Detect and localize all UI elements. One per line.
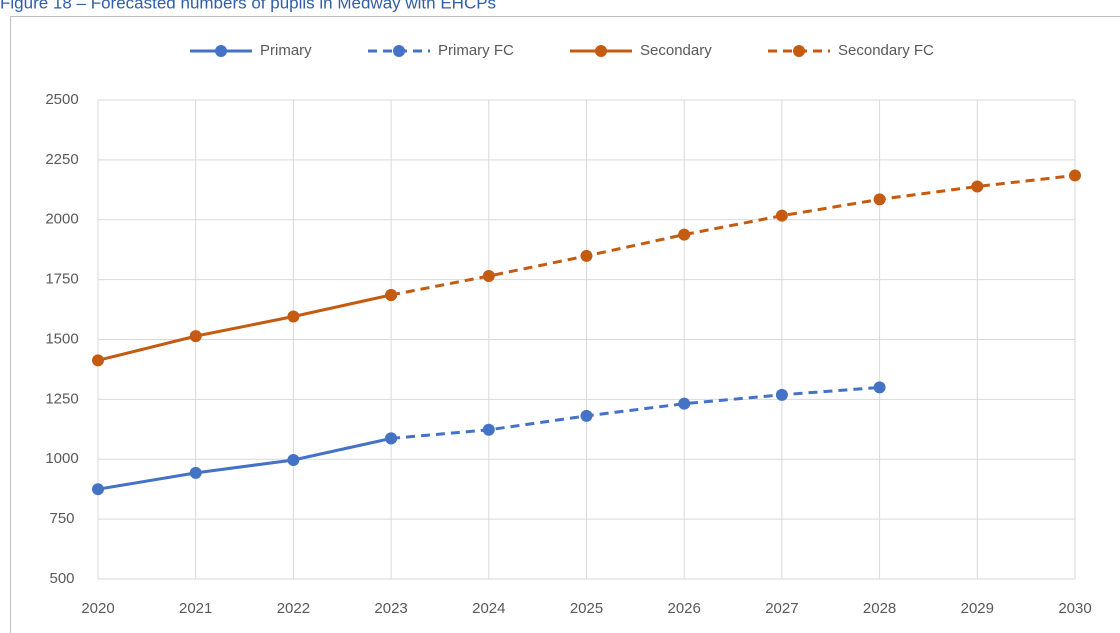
x-tick-label: 2021 — [179, 600, 212, 617]
data-point — [1069, 169, 1081, 182]
legend-label: Secondary — [640, 42, 712, 59]
series-line — [390, 385, 880, 440]
data-point — [287, 453, 300, 466]
x-tick-label: 2029 — [961, 600, 994, 617]
data-point — [580, 409, 593, 422]
legend-marker — [793, 45, 805, 57]
x-tick-label: 2020 — [81, 600, 114, 617]
x-tick-label: 2030 — [1058, 600, 1091, 617]
y-tick-label: 750 — [49, 510, 74, 527]
series-line — [97, 436, 392, 491]
data-point — [775, 388, 788, 401]
data-point — [385, 288, 398, 301]
legend-label: Secondary FC — [838, 42, 934, 59]
x-tick-label: 2023 — [374, 600, 407, 617]
legend-marker — [595, 45, 607, 57]
data-point — [873, 193, 886, 206]
x-tick-label: 2026 — [668, 600, 701, 617]
data-point — [580, 249, 593, 262]
data-point — [189, 330, 202, 343]
data-point — [92, 483, 104, 496]
x-tick-label: 2027 — [765, 600, 798, 617]
x-tick-label: 2028 — [863, 600, 896, 617]
x-tick-label: 2024 — [472, 600, 505, 617]
data-point — [678, 397, 691, 410]
y-tick-label: 500 — [49, 570, 74, 587]
chart-frame — [10, 16, 1120, 633]
x-tick-label: 2022 — [277, 600, 310, 617]
y-tick-label: 1000 — [45, 450, 78, 467]
data-point — [678, 228, 691, 241]
y-tick-label: 1250 — [45, 390, 78, 407]
legend-label: Primary — [260, 42, 312, 59]
legend-marker — [393, 45, 405, 57]
data-point — [482, 423, 495, 436]
series-line — [390, 173, 1076, 297]
data-point — [189, 466, 202, 479]
data-point — [92, 354, 104, 367]
series-line — [97, 293, 392, 362]
y-tick-label: 2500 — [45, 91, 78, 108]
data-point — [385, 432, 398, 445]
x-tick-label: 2025 — [570, 600, 603, 617]
data-point — [287, 310, 300, 323]
y-tick-label: 2000 — [45, 211, 78, 228]
data-point — [873, 381, 886, 394]
y-tick-label: 1750 — [45, 271, 78, 288]
data-point — [971, 180, 984, 193]
legend-marker — [215, 45, 227, 57]
chart-title: Figure 18 – Forecasted numbers of pupils… — [0, 0, 496, 12]
data-point — [775, 209, 788, 222]
y-tick-label: 1500 — [45, 330, 78, 347]
y-tick-label: 2250 — [45, 151, 78, 168]
data-point — [482, 270, 495, 283]
legend-label: Primary FC — [438, 42, 514, 59]
